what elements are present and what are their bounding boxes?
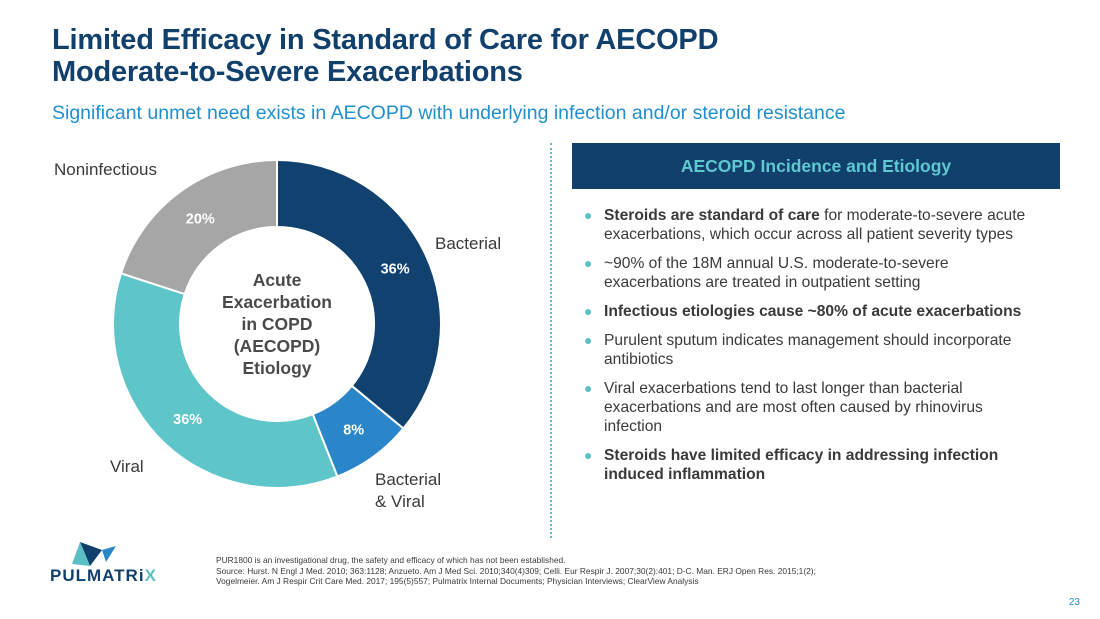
center-label-line: Acute (253, 270, 302, 290)
bullet-item: ● Steroids have limited efficacy in addre… (582, 446, 1042, 484)
percent-label-bacterial-viral: 8% (343, 423, 364, 439)
footnote-line-3: Vogelmeier. Am J Respir Crit Care Med. 2… (216, 576, 699, 586)
percent-label-noninfectious: 20% (186, 211, 215, 227)
center-label-line: in COPD (242, 314, 313, 334)
bullet-text: Viral exacerbations tend to last longer … (604, 380, 983, 435)
footnote: PUR1800 is an investigational drug, the … (216, 555, 1076, 587)
bullet-text: ~90% of the 18M annual U.S. moderate-to-… (604, 255, 949, 291)
title-line-2: Moderate-to-Severe Exacerbations (52, 56, 523, 88)
bullet-text: Steroids have limited efficacy in addres… (604, 447, 998, 483)
label-viral: Viral (110, 457, 144, 476)
logo-text-main: PULMATRi (50, 566, 145, 585)
bullet-item: ● Infectious etiologies cause ~80% of acu… (582, 302, 1042, 321)
label-bacterial: Bacterial (435, 234, 501, 253)
donut-slice-bacterial (276, 158, 442, 430)
bullet-item: ● Steroids are standard of care for moder… (582, 206, 1042, 244)
bullet-bold-text: Infectious etiologies cause ~80% of acut… (604, 303, 1022, 320)
bullet-dot-icon: ● (584, 255, 593, 271)
label-noninfectious: Noninfectious (54, 160, 157, 179)
section-divider (550, 143, 552, 538)
bullet-dot-icon: ● (584, 303, 593, 319)
bullet-item: ● ~90% of the 18M annual U.S. moderate-to… (582, 254, 1042, 292)
footnote-line-2: Source: Hurst. N Engl J Med. 2010; 363:1… (216, 565, 816, 576)
logo-text-x: X (144, 566, 157, 585)
pulmatrix-logo-text: PULMATRiX (50, 566, 157, 586)
page-subtitle: Significant unmet need exists in AECOPD … (52, 102, 846, 124)
donut-slices (112, 158, 442, 489)
donut-slice-viral (112, 272, 339, 489)
bullet-bold-text: Steroids are standard of care (604, 207, 820, 224)
bullet-item: ● Purulent sputum indicates management sh… (582, 331, 1042, 369)
bullet-item: ● Viral exacerbations tend to last longer… (582, 379, 1042, 436)
bullet-dot-icon: ● (584, 380, 593, 396)
pulmatrix-logo-icon (72, 542, 116, 566)
bullet-list: ● Steroids are standard of care for moder… (582, 206, 1042, 494)
bullet-text: Steroids are standard of care for modera… (604, 207, 1026, 243)
donut-percent-labels: 36% 8% 36% 20% (173, 211, 410, 438)
bullet-dot-icon: ● (584, 207, 593, 223)
footnote-line-1: PUR1800 is an investigational drug, the … (216, 555, 566, 565)
donut-slice-noninfectious (119, 158, 278, 296)
etiology-donut-chart: 36% 8% 36% 20% Acute Exacerbation in COPD (AEC… (54, 158, 501, 511)
page-number: 23 (1068, 597, 1080, 608)
bullet-text: Purulent sputum indicates management sho… (604, 332, 1012, 368)
title-line-1: Limited Efficacy in Standard of Care for… (52, 24, 719, 56)
bullet-dot-icon: ● (584, 447, 593, 463)
center-label-line: (AECOPD) (234, 336, 321, 356)
percent-label-bacterial: 36% (381, 261, 410, 277)
label-bacterial-viral-line1: Bacterial (375, 470, 441, 489)
donut-center-label: Acute Exacerbation in COPD (AECOPD) Etiology (222, 270, 332, 378)
panel-header: AECOPD Incidence and Etiology (572, 143, 1060, 189)
bullet-bold-text: Steroids have limited efficacy in addres… (604, 447, 999, 483)
label-bacterial-viral-line2: & Viral (375, 492, 425, 511)
center-label-line: Exacerbation (222, 292, 332, 312)
page-title: Limited Efficacy in Standard of Care for… (52, 24, 719, 88)
percent-label-viral: 36% (173, 412, 202, 428)
bullet-dot-icon: ● (584, 332, 593, 348)
bullet-text: Infectious etiologies cause ~80% of acut… (604, 303, 1021, 320)
center-label-line: Etiology (242, 358, 311, 378)
